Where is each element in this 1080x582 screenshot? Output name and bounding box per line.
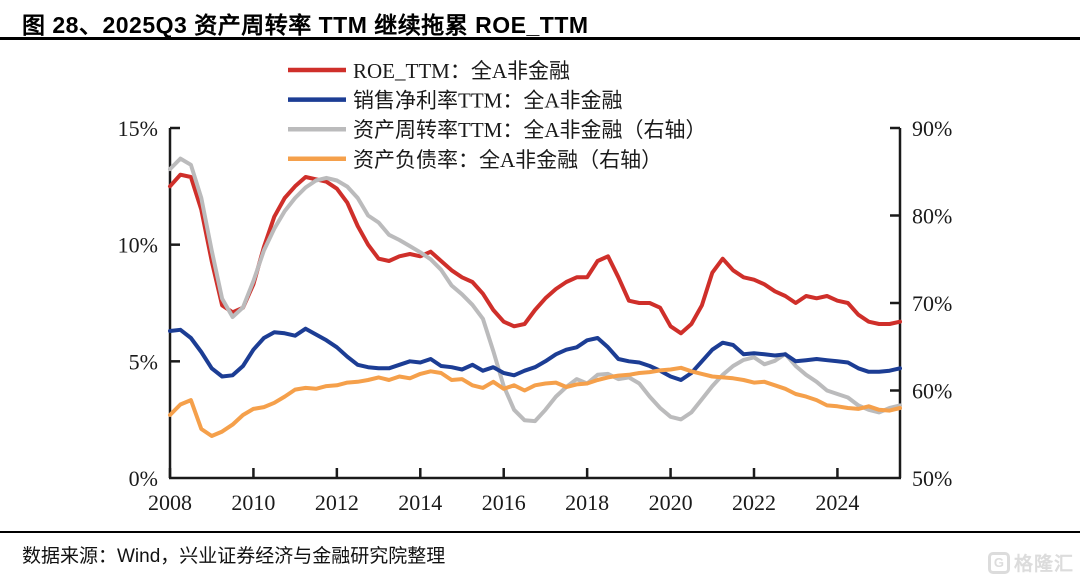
watermark-logo: G 格隆汇 [987, 549, 1074, 576]
x-axis-tick-label: 2012 [315, 490, 359, 515]
chart-series [168, 156, 902, 438]
right-axis-tick-label: 80% [912, 204, 952, 229]
x-axis-tick-label: 2024 [815, 490, 859, 515]
x-axis-tick-label: 2018 [565, 490, 609, 515]
left-axis-tick-label: 10% [118, 233, 158, 258]
x-axis-tick-label: 2022 [732, 490, 776, 515]
x-axis-tick-label: 2014 [398, 490, 442, 515]
x-axis-tick-label: 2016 [482, 490, 526, 515]
legend-label-1: 销售净利率TTM：全A非金融 [353, 89, 623, 113]
legend-label-2: 资产周转率TTM：全A非金融（右轴） [353, 118, 707, 142]
series-line-1 [168, 326, 902, 382]
series-line-3 [168, 365, 902, 438]
footer-divider [0, 531, 1080, 533]
left-axis-tick-label: 0% [129, 466, 158, 491]
legend-label-0: ROE_TTM：全A非金融 [353, 59, 570, 83]
chart-legend: ROE_TTM：全A非金融销售净利率TTM：全A非金融资产周转率TTM：全A非金… [288, 59, 707, 172]
series-line-2 [168, 156, 902, 424]
left-axis-tick-label: 15% [118, 116, 158, 141]
gelonghui-g-icon: G [987, 551, 1010, 574]
title-underline [0, 37, 1080, 40]
right-axis-tick-label: 90% [912, 116, 952, 141]
x-axis-tick-label: 2010 [231, 490, 275, 515]
series-line-0 [168, 172, 902, 336]
chart-axes: 0% 5% 10% 15% 50% 60% 70% 80% 90% 2008 2010 2012 201… [118, 116, 953, 515]
x-axis-tick-label: 2008 [148, 490, 192, 515]
right-axis-tick-label: 60% [912, 379, 952, 404]
legend-label-3: 资产负债率：全A非金融（右轴） [353, 148, 662, 172]
right-axis-tick-label: 50% [912, 466, 952, 491]
data-source-note: 数据来源：Wind，兴业证券经济与金融研究院整理 [22, 546, 446, 567]
page-title: 图 28、2025Q3 资产周转率 TTM 继续拖累 ROE_TTM [22, 12, 589, 38]
left-axis-tick-label: 5% [129, 349, 158, 374]
watermark-text: 格隆汇 [1013, 554, 1074, 575]
x-axis-tick-label: 2020 [649, 490, 693, 515]
right-axis-tick-label: 70% [912, 291, 952, 316]
